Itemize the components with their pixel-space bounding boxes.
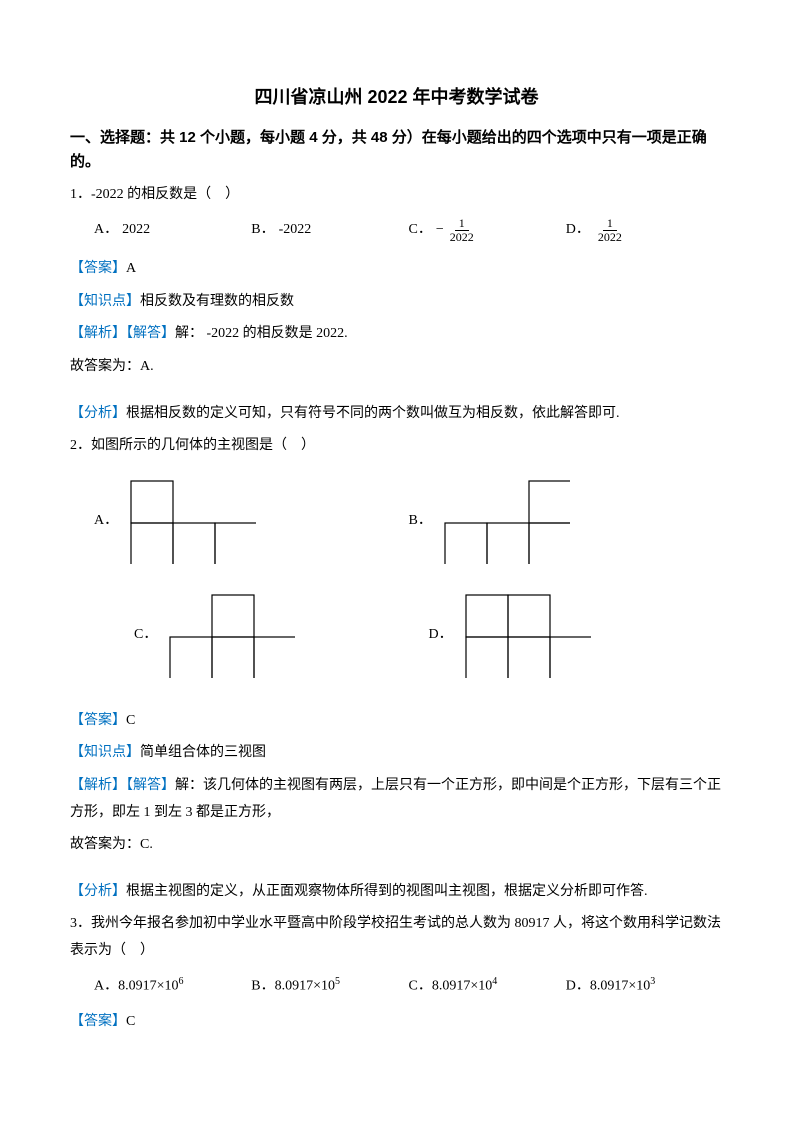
answer-value: C [126, 1014, 135, 1029]
q1-option-b: B． -2022 [251, 217, 408, 244]
q2-figure-b: B． [409, 480, 724, 564]
option-base: 8.0917×10 [118, 979, 178, 994]
q2-fenxi: 【分析】根据主视图的定义，从正面观察物体所得到的视图叫主视图，根据定义分析即可作… [70, 879, 723, 906]
fenxi-value: 根据相反数的定义可知，只有符号不同的两个数叫做互为相反数，依此解答即可. [126, 406, 620, 421]
answer-value: C [126, 713, 135, 728]
numerator: 1 [455, 217, 469, 231]
q1-option-c: C． − 1 2022 [409, 217, 566, 244]
option-exp: 4 [492, 976, 497, 987]
q3-option-a: A．8.0917×106 [94, 972, 251, 1000]
q1-option-a: A． 2022 [94, 217, 251, 244]
analysis-value: 解： -2022 的相反数是 2022. [175, 326, 348, 341]
option-label: B． [409, 508, 432, 535]
option-label: C． [409, 217, 432, 244]
q1-conclusion: 故答案为：A. [70, 354, 723, 381]
option-base: 8.0917×10 [275, 979, 335, 994]
knowledge-label: 【知识点】 [70, 294, 140, 309]
option-label: D． [566, 979, 590, 994]
shape-c-icon [169, 594, 295, 678]
q1-fenxi: 【分析】根据相反数的定义可知，只有符号不同的两个数叫做互为相反数，依此解答即可. [70, 401, 723, 428]
fenxi-label: 【分析】 [70, 406, 126, 421]
answer-value: A [126, 261, 136, 276]
option-label: D． [566, 217, 590, 244]
q2-row1: A． B． [70, 480, 723, 564]
option-label: C． [409, 979, 432, 994]
neg-sign: − [436, 217, 444, 244]
fraction: 1 2022 [446, 217, 478, 244]
q1-analysis: 【解析】【解答】解： -2022 的相反数是 2022. [70, 321, 723, 348]
shape-a-icon [130, 480, 256, 564]
fenxi-value: 根据主视图的定义，从正面观察物体所得到的视图叫主视图，根据定义分析即可作答. [126, 884, 648, 899]
q2-knowledge: 【知识点】简单组合体的三视图 [70, 740, 723, 767]
q2-figure-d: D． [429, 594, 724, 678]
option-label: D． [429, 622, 453, 649]
answer-label: 【答案】 [70, 713, 126, 728]
fraction: 1 2022 [594, 217, 626, 244]
q3-options: A．8.0917×106 B．8.0917×105 C．8.0917×104 D… [70, 972, 723, 1000]
q3-text: 3．我州今年报名参加初中学业水平暨高中阶段学校招生考试的总人数为 80917 人… [70, 911, 723, 964]
section-header: 一、选择题：共 12 个小题，每小题 4 分，共 48 分）在每小题给出的四个选… [70, 126, 723, 174]
q2-analysis: 【解析】【解答】解：该几何体的主视图有两层，上层只有一个正方形，即中间是个正方形… [70, 773, 723, 826]
option-exp: 6 [179, 976, 184, 987]
analysis-label: 【解析】【解答】 [70, 326, 175, 341]
option-label: A． [94, 979, 118, 994]
option-value: -2022 [279, 217, 312, 244]
option-exp: 5 [335, 976, 340, 987]
answer-label: 【答案】 [70, 1014, 126, 1029]
q3-answer: 【答案】C [70, 1009, 723, 1036]
knowledge-label: 【知识点】 [70, 745, 140, 760]
q2-row2: C． D． [70, 594, 723, 678]
option-label: A． [94, 508, 118, 535]
q3-option-b: B．8.0917×105 [251, 972, 408, 1000]
q2-figure-c: C． [94, 594, 429, 678]
option-label: B． [251, 979, 274, 994]
option-label: B． [251, 217, 274, 244]
fenxi-label: 【分析】 [70, 884, 126, 899]
q1-option-d: D． 1 2022 [566, 217, 723, 244]
q1-knowledge: 【知识点】相反数及有理数的相反数 [70, 289, 723, 316]
option-exp: 3 [650, 976, 655, 987]
q2-figure-a: A． [94, 480, 409, 564]
shape-b-icon [444, 480, 570, 564]
numerator: 1 [603, 217, 617, 231]
q1-options: A． 2022 B． -2022 C． − 1 2022 D． 1 2022 [70, 217, 723, 244]
q2-conclusion: 故答案为：C. [70, 832, 723, 859]
analysis-label: 【解析】【解答】 [70, 778, 175, 793]
option-value: − 1 2022 [436, 217, 478, 244]
denominator: 2022 [594, 231, 626, 244]
knowledge-value: 简单组合体的三视图 [140, 745, 266, 760]
q3-option-c: C．8.0917×104 [409, 972, 566, 1000]
shape-d-icon [465, 594, 591, 678]
denominator: 2022 [446, 231, 478, 244]
option-label: A． [94, 217, 118, 244]
option-base: 8.0917×10 [590, 979, 650, 994]
q3-option-d: D．8.0917×103 [566, 972, 723, 1000]
knowledge-value: 相反数及有理数的相反数 [140, 294, 294, 309]
page-title: 四川省凉山州 2022 年中考数学试卷 [70, 80, 723, 114]
option-label: C． [134, 622, 157, 649]
q2-text: 2．如图所示的几何体的主视图是（ ） [70, 433, 723, 460]
option-base: 8.0917×10 [432, 979, 492, 994]
option-value: 2022 [122, 217, 150, 244]
q1-text: 1．-2022 的相反数是（ ） [70, 182, 723, 209]
q2-answer: 【答案】C [70, 708, 723, 735]
q1-answer: 【答案】A [70, 256, 723, 283]
answer-label: 【答案】 [70, 261, 126, 276]
